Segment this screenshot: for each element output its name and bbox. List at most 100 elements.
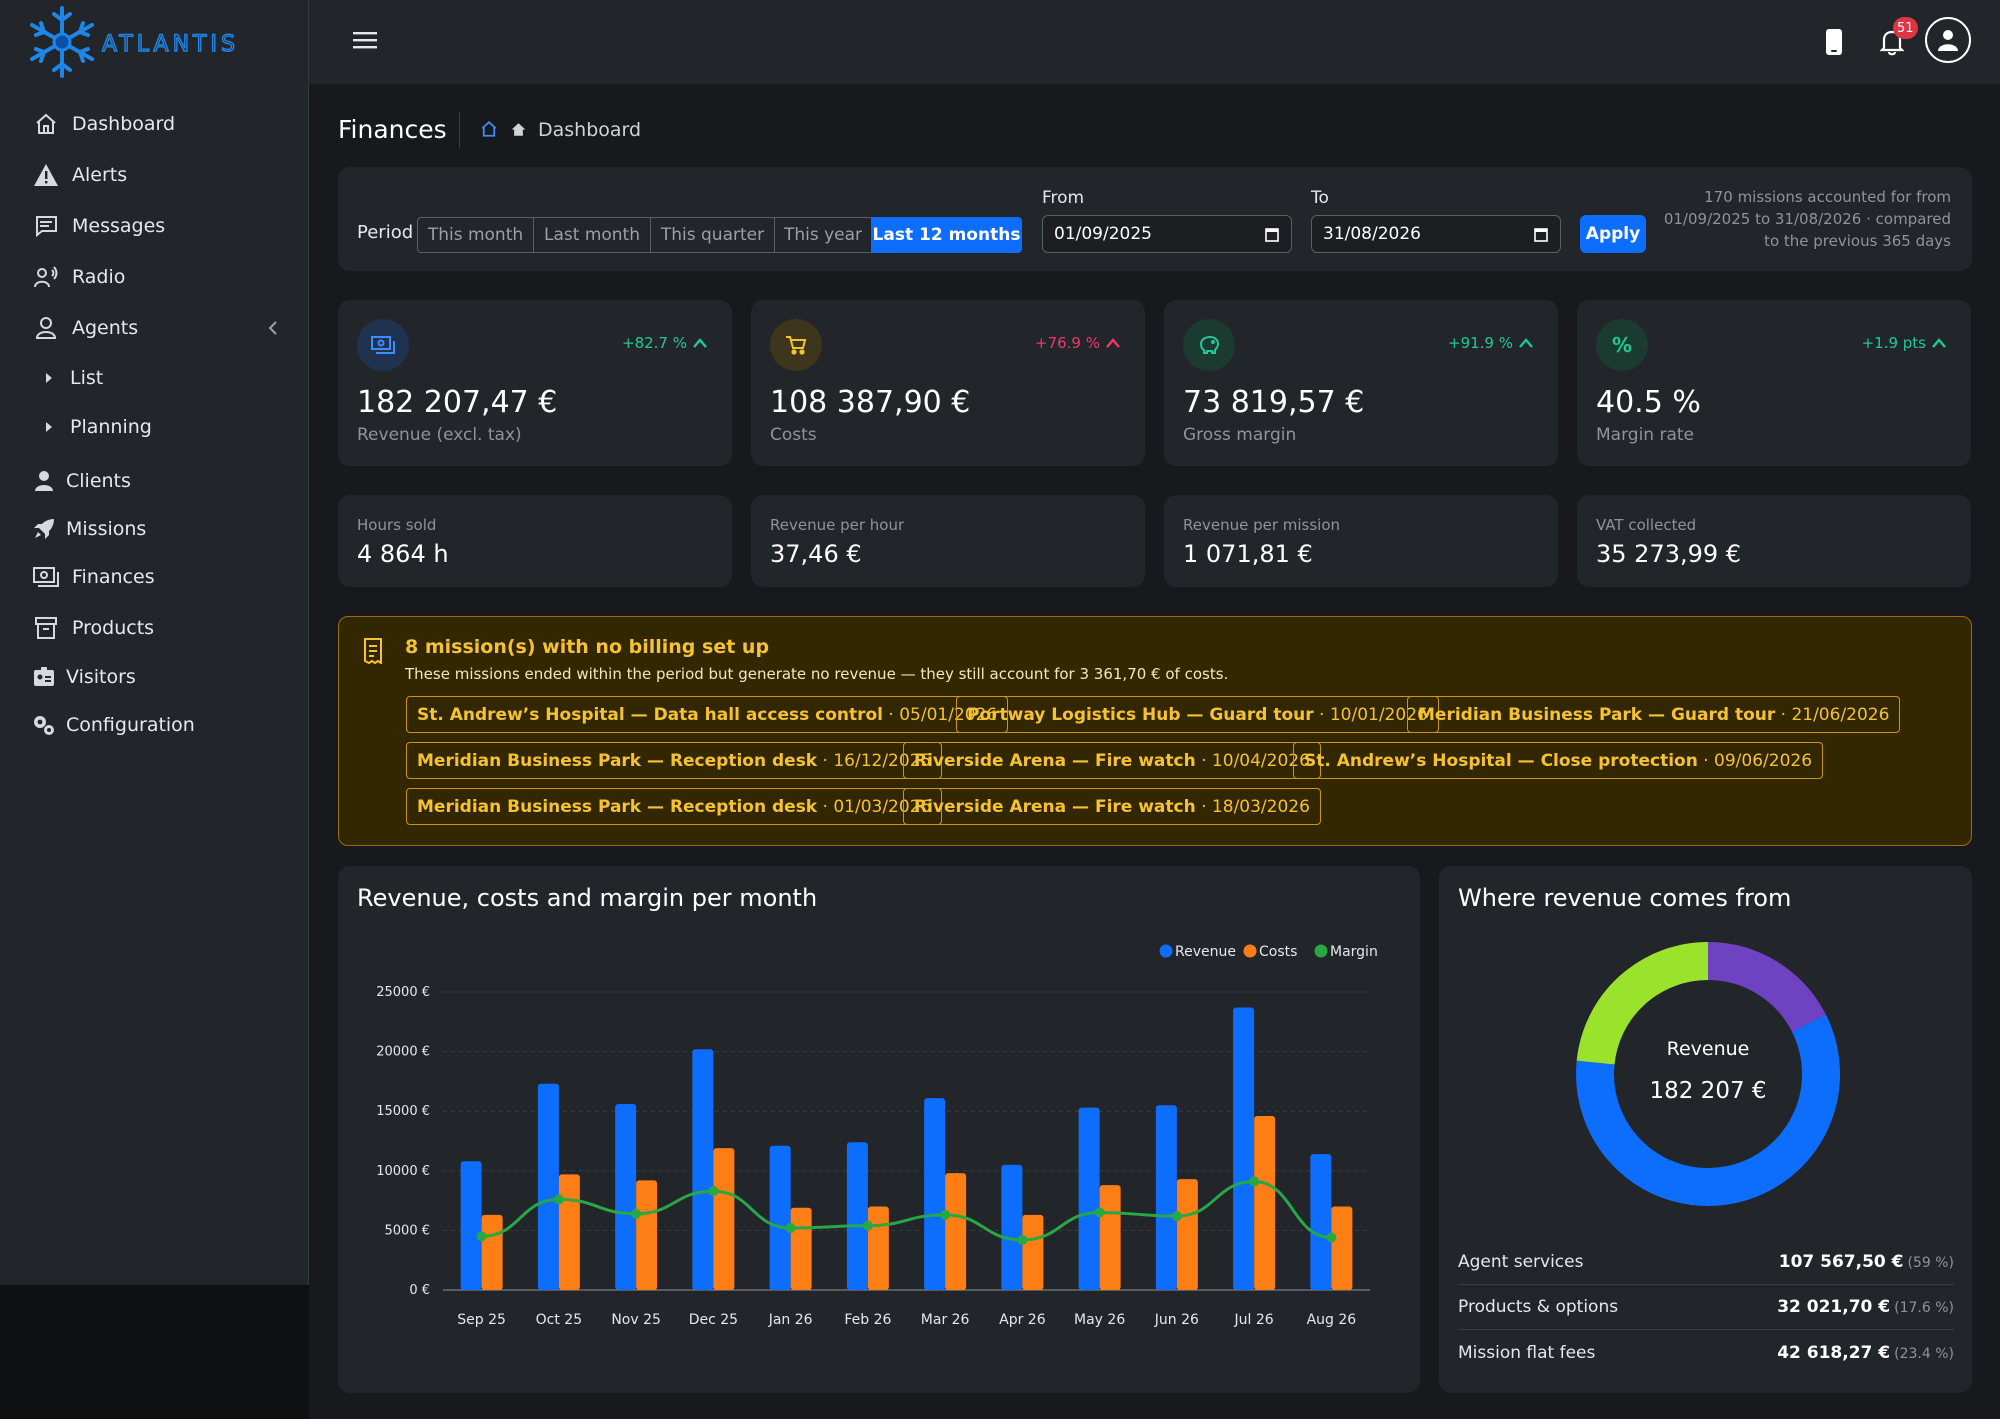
sidebar-item-label: Planning [70, 416, 152, 438]
sidebar-item-dashboard[interactable]: Dashboard [0, 101, 309, 147]
summary-line: to the previous 365 days [1764, 232, 1951, 250]
mission-chip[interactable]: St. Andrew’s Hospital — Close protection… [1293, 742, 1824, 779]
margin-point [1171, 1211, 1182, 1222]
costs-bar [790, 1207, 812, 1290]
costs-bar [1099, 1185, 1121, 1290]
sidebar-item-radio[interactable]: Radio [0, 254, 309, 300]
sidebar-item-clients[interactable]: Clients [0, 458, 309, 504]
stat-card-revenue-per-mission: Revenue per mission 1 071,81 € [1164, 495, 1558, 587]
app-logo[interactable]: ATLANTIS [26, 2, 276, 82]
from-date-value: 01/09/2025 [1054, 224, 1152, 244]
x-tick-label: Dec 25 [689, 1312, 738, 1328]
revenue-bar [615, 1104, 637, 1290]
kpi-card-revenue: +82.7 % 182 207,47 € Revenue (excl. tax) [338, 300, 732, 466]
sidebar-item-list[interactable]: List [0, 355, 309, 401]
kpi-card-costs: +76.9 % 108 387,90 € Costs [751, 300, 1145, 466]
sidebar-item-missions[interactable]: Missions [0, 506, 309, 552]
revenue-bar [1310, 1154, 1332, 1290]
legend-marker [1314, 944, 1328, 958]
x-tick-label: Oct 25 [536, 1312, 582, 1328]
from-date-input[interactable]: 01/09/2025 [1042, 215, 1292, 253]
revenue-bar [924, 1098, 946, 1290]
calendar-icon[interactable] [1265, 227, 1279, 242]
y-tick-label: 10000 € [376, 1164, 430, 1179]
source-value: 32 021,70 € [1777, 1297, 1891, 1317]
to-date-input[interactable]: 31/08/2026 [1311, 215, 1561, 253]
revenue-donut-chart [1576, 942, 1840, 1206]
hamburger-menu-icon[interactable] [353, 30, 377, 54]
period-last-12-months-button[interactable]: Last 12 months [871, 217, 1022, 253]
mission-chip[interactable]: Meridian Business Park — Reception desk … [406, 788, 943, 825]
monthly-chart-title: Revenue, costs and margin per month [357, 884, 818, 912]
sidebar-item-label: Configuration [66, 714, 195, 736]
donut-center-value: 182 207 € [1649, 1078, 1767, 1104]
sidebar-item-configuration[interactable]: Configuration [0, 702, 309, 748]
stat-value: 4 864 h [357, 540, 449, 568]
kpi-card-gross-margin: +91.9 % 73 819,57 € Gross margin [1164, 300, 1558, 466]
costs-bar [1176, 1179, 1198, 1290]
mission-date: · 10/01/2026 [1319, 704, 1428, 725]
sidebar-item-products[interactable]: Products [0, 605, 309, 651]
costs-bar [713, 1148, 735, 1290]
radio-icon [32, 263, 60, 291]
mission-chip[interactable]: Portway Logistics Hub — Guard tour · 10/… [956, 696, 1439, 733]
revenue-bar [1155, 1105, 1177, 1290]
to-label: To [1311, 188, 1329, 208]
sidebar-item-visitors[interactable]: Visitors [0, 654, 309, 700]
kpi-value: 73 819,57 € [1183, 385, 1365, 420]
mission-chip[interactable]: Meridian Business Park — Reception desk … [406, 742, 943, 779]
stat-label: Revenue per hour [770, 516, 905, 534]
mission-date: · 21/06/2026 [1780, 704, 1890, 725]
mission-chip[interactable]: Riverside Arena — Fire watch · 18/03/202… [903, 788, 1321, 825]
kpi-label: Gross margin [1183, 425, 1297, 445]
y-tick-label: 15000 € [376, 1104, 430, 1119]
mission-chip[interactable]: Meridian Business Park — Guard tour · 21… [1407, 696, 1901, 733]
mission-name: Meridian Business Park — Guard tour [1418, 704, 1776, 725]
margin-point [785, 1223, 796, 1234]
breadcrumb-home-icon[interactable] [480, 120, 498, 142]
source-percent: (17.6 %) [1894, 1300, 1954, 1316]
mission-chip[interactable]: St. Andrew’s Hospital — Data hall access… [406, 696, 1009, 733]
sidebar-item-messages[interactable]: Messages [0, 203, 309, 249]
period-last-month-button[interactable]: Last month [533, 217, 651, 253]
kpi-value: 108 387,90 € [770, 385, 971, 420]
bell-icon[interactable] [1879, 28, 1905, 60]
calendar-icon[interactable] [1534, 227, 1548, 242]
period-this-quarter-button[interactable]: This quarter [650, 217, 775, 253]
revenue-bar [460, 1161, 482, 1290]
margin-point [1094, 1207, 1105, 1218]
y-tick-label: 25000 € [376, 985, 430, 1000]
sidebar-item-agents[interactable]: Agents [0, 305, 309, 351]
warning-alert [338, 616, 1972, 846]
apply-button[interactable]: Apply [1580, 215, 1646, 253]
x-tick-label: Mar 26 [921, 1312, 970, 1328]
kpi-delta-value: +1.9 pts [1861, 334, 1926, 352]
margin-point [862, 1220, 873, 1231]
archive-icon [32, 614, 60, 642]
topbar: 51 [309, 0, 2000, 84]
mission-chip[interactable]: Riverside Arena — Fire watch · 10/04/202… [903, 742, 1321, 779]
mobile-phone-icon[interactable] [1825, 28, 1843, 60]
arrow-up-icon [1932, 338, 1946, 348]
user-avatar[interactable] [1925, 17, 1971, 63]
period-this-month-button[interactable]: This month [417, 217, 534, 253]
sidebar-item-label: Finances [72, 566, 155, 588]
sidebar-item-finances[interactable]: Finances [0, 554, 309, 600]
legend-marker [1159, 944, 1173, 958]
chevron-left-icon[interactable] [267, 319, 279, 341]
sidebar-item-alerts[interactable]: Alerts [0, 152, 309, 198]
stat-card-hours-sold: Hours sold 4 864 h [338, 495, 732, 587]
piggy-bank-icon [1183, 319, 1235, 371]
revenue-bar [1233, 1007, 1255, 1290]
donut-slice [1576, 1014, 1840, 1206]
mission-name: St. Andrew’s Hospital — Data hall access… [417, 704, 884, 725]
revenue-bar [846, 1142, 868, 1290]
period-this-year-button[interactable]: This year [774, 217, 872, 253]
sidebar-item-planning[interactable]: Planning [0, 404, 309, 450]
kpi-delta-value: +91.9 % [1448, 334, 1513, 352]
mission-date: · 01/03/2026 [822, 796, 932, 817]
y-tick-label: 0 € [409, 1283, 430, 1298]
to-date-value: 31/08/2026 [1323, 224, 1421, 244]
legend-label: Costs [1259, 944, 1297, 960]
money-icon [32, 563, 60, 591]
